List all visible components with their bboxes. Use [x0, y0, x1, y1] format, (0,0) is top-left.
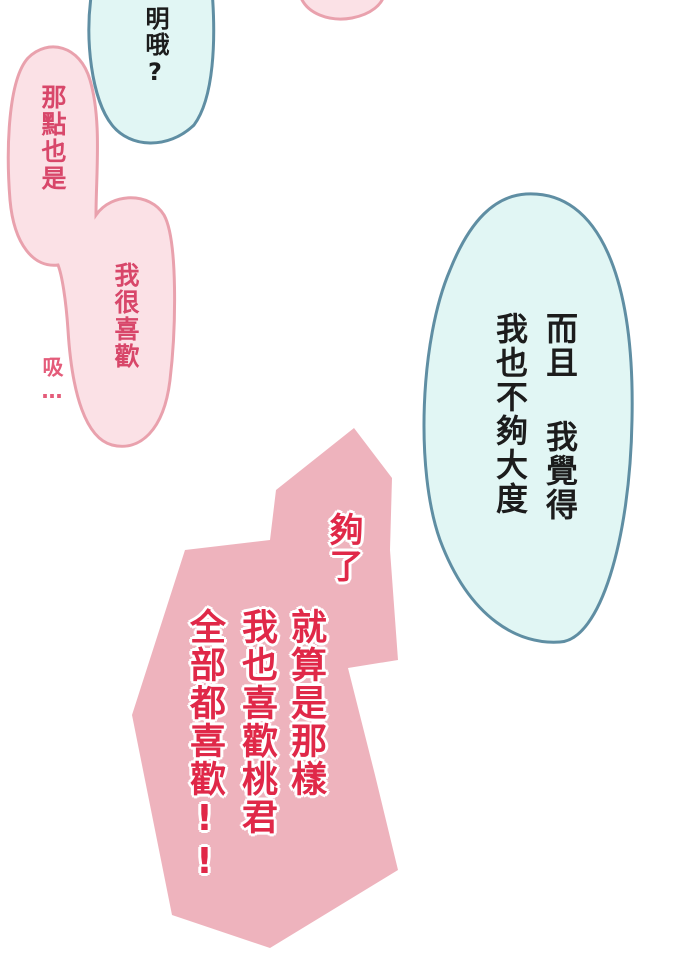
- shout-bubble: [132, 428, 398, 948]
- text-right-teal-line1: 而且 我覺得: [541, 312, 579, 522]
- teal-bubble-right: [422, 192, 634, 644]
- text-shout-line4: 全部都喜歡!!: [184, 608, 225, 884]
- text-left-pink-bottom: 我很喜歡: [111, 262, 140, 370]
- pink-blob-top: [300, 0, 384, 21]
- text-shout-line3: 我也喜歡桃君: [236, 608, 277, 836]
- text-shout-line2: 就算是那樣: [285, 608, 326, 798]
- text-shout-line1: 夠了: [323, 512, 363, 584]
- text-sob: 吸…: [40, 356, 64, 405]
- text-top-teal: 明哦?: [141, 6, 169, 88]
- text-right-teal-line2: 我也不夠大度: [491, 312, 529, 516]
- text-left-pink-top: 那點也是: [38, 84, 67, 192]
- pink-bubble-left: [6, 45, 177, 448]
- teal-bubble-top: [87, 0, 216, 145]
